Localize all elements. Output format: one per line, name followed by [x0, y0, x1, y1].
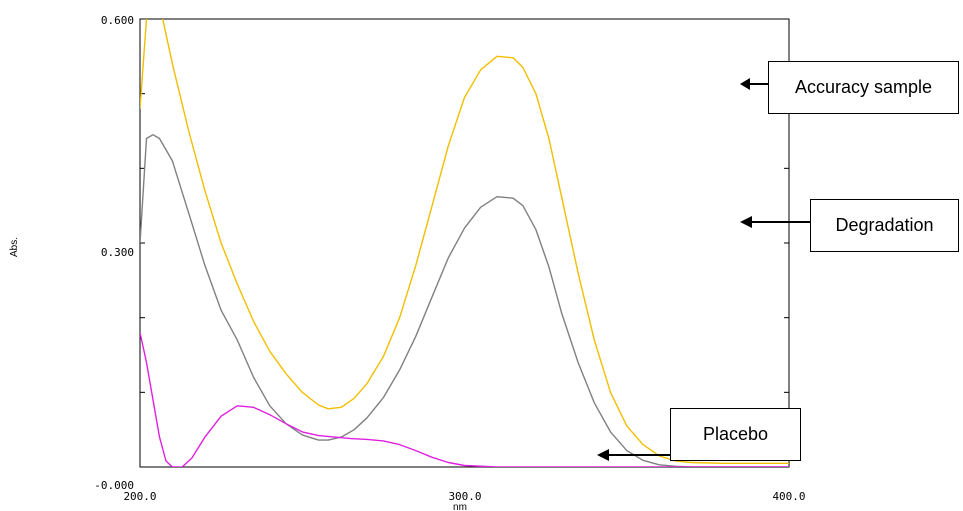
y-tick-label-top: 0.600 [101, 14, 134, 27]
accuracy-arrowhead [740, 78, 750, 90]
placebo-callout: Placebo [670, 408, 801, 461]
y-tick-label-mid: 0.300 [101, 246, 134, 259]
x-tick-label-mid: 300.0 [448, 490, 481, 503]
y-axis-title: Abs. [9, 237, 20, 257]
x-tick-label-left: 200.0 [123, 490, 156, 503]
x-axis-title: nm [453, 502, 467, 511]
plot-frame [139, 18, 790, 468]
tick-marks [140, 93, 789, 393]
degradation-arrowhead [740, 216, 752, 228]
callout-arrows [597, 78, 810, 461]
degradation-callout: Degradation [810, 199, 959, 252]
accuracy-sample-callout: Accuracy sample [768, 61, 959, 114]
x-tick-label-right: 400.0 [772, 490, 805, 503]
series-line-accuracy-sample [140, 19, 789, 464]
placebo-arrowhead [597, 449, 609, 461]
series-line-placebo [140, 332, 789, 467]
series-line-degradation [140, 134, 789, 467]
series-layer [140, 19, 789, 467]
y-tick-label-bottom: -0.000 [94, 479, 134, 492]
